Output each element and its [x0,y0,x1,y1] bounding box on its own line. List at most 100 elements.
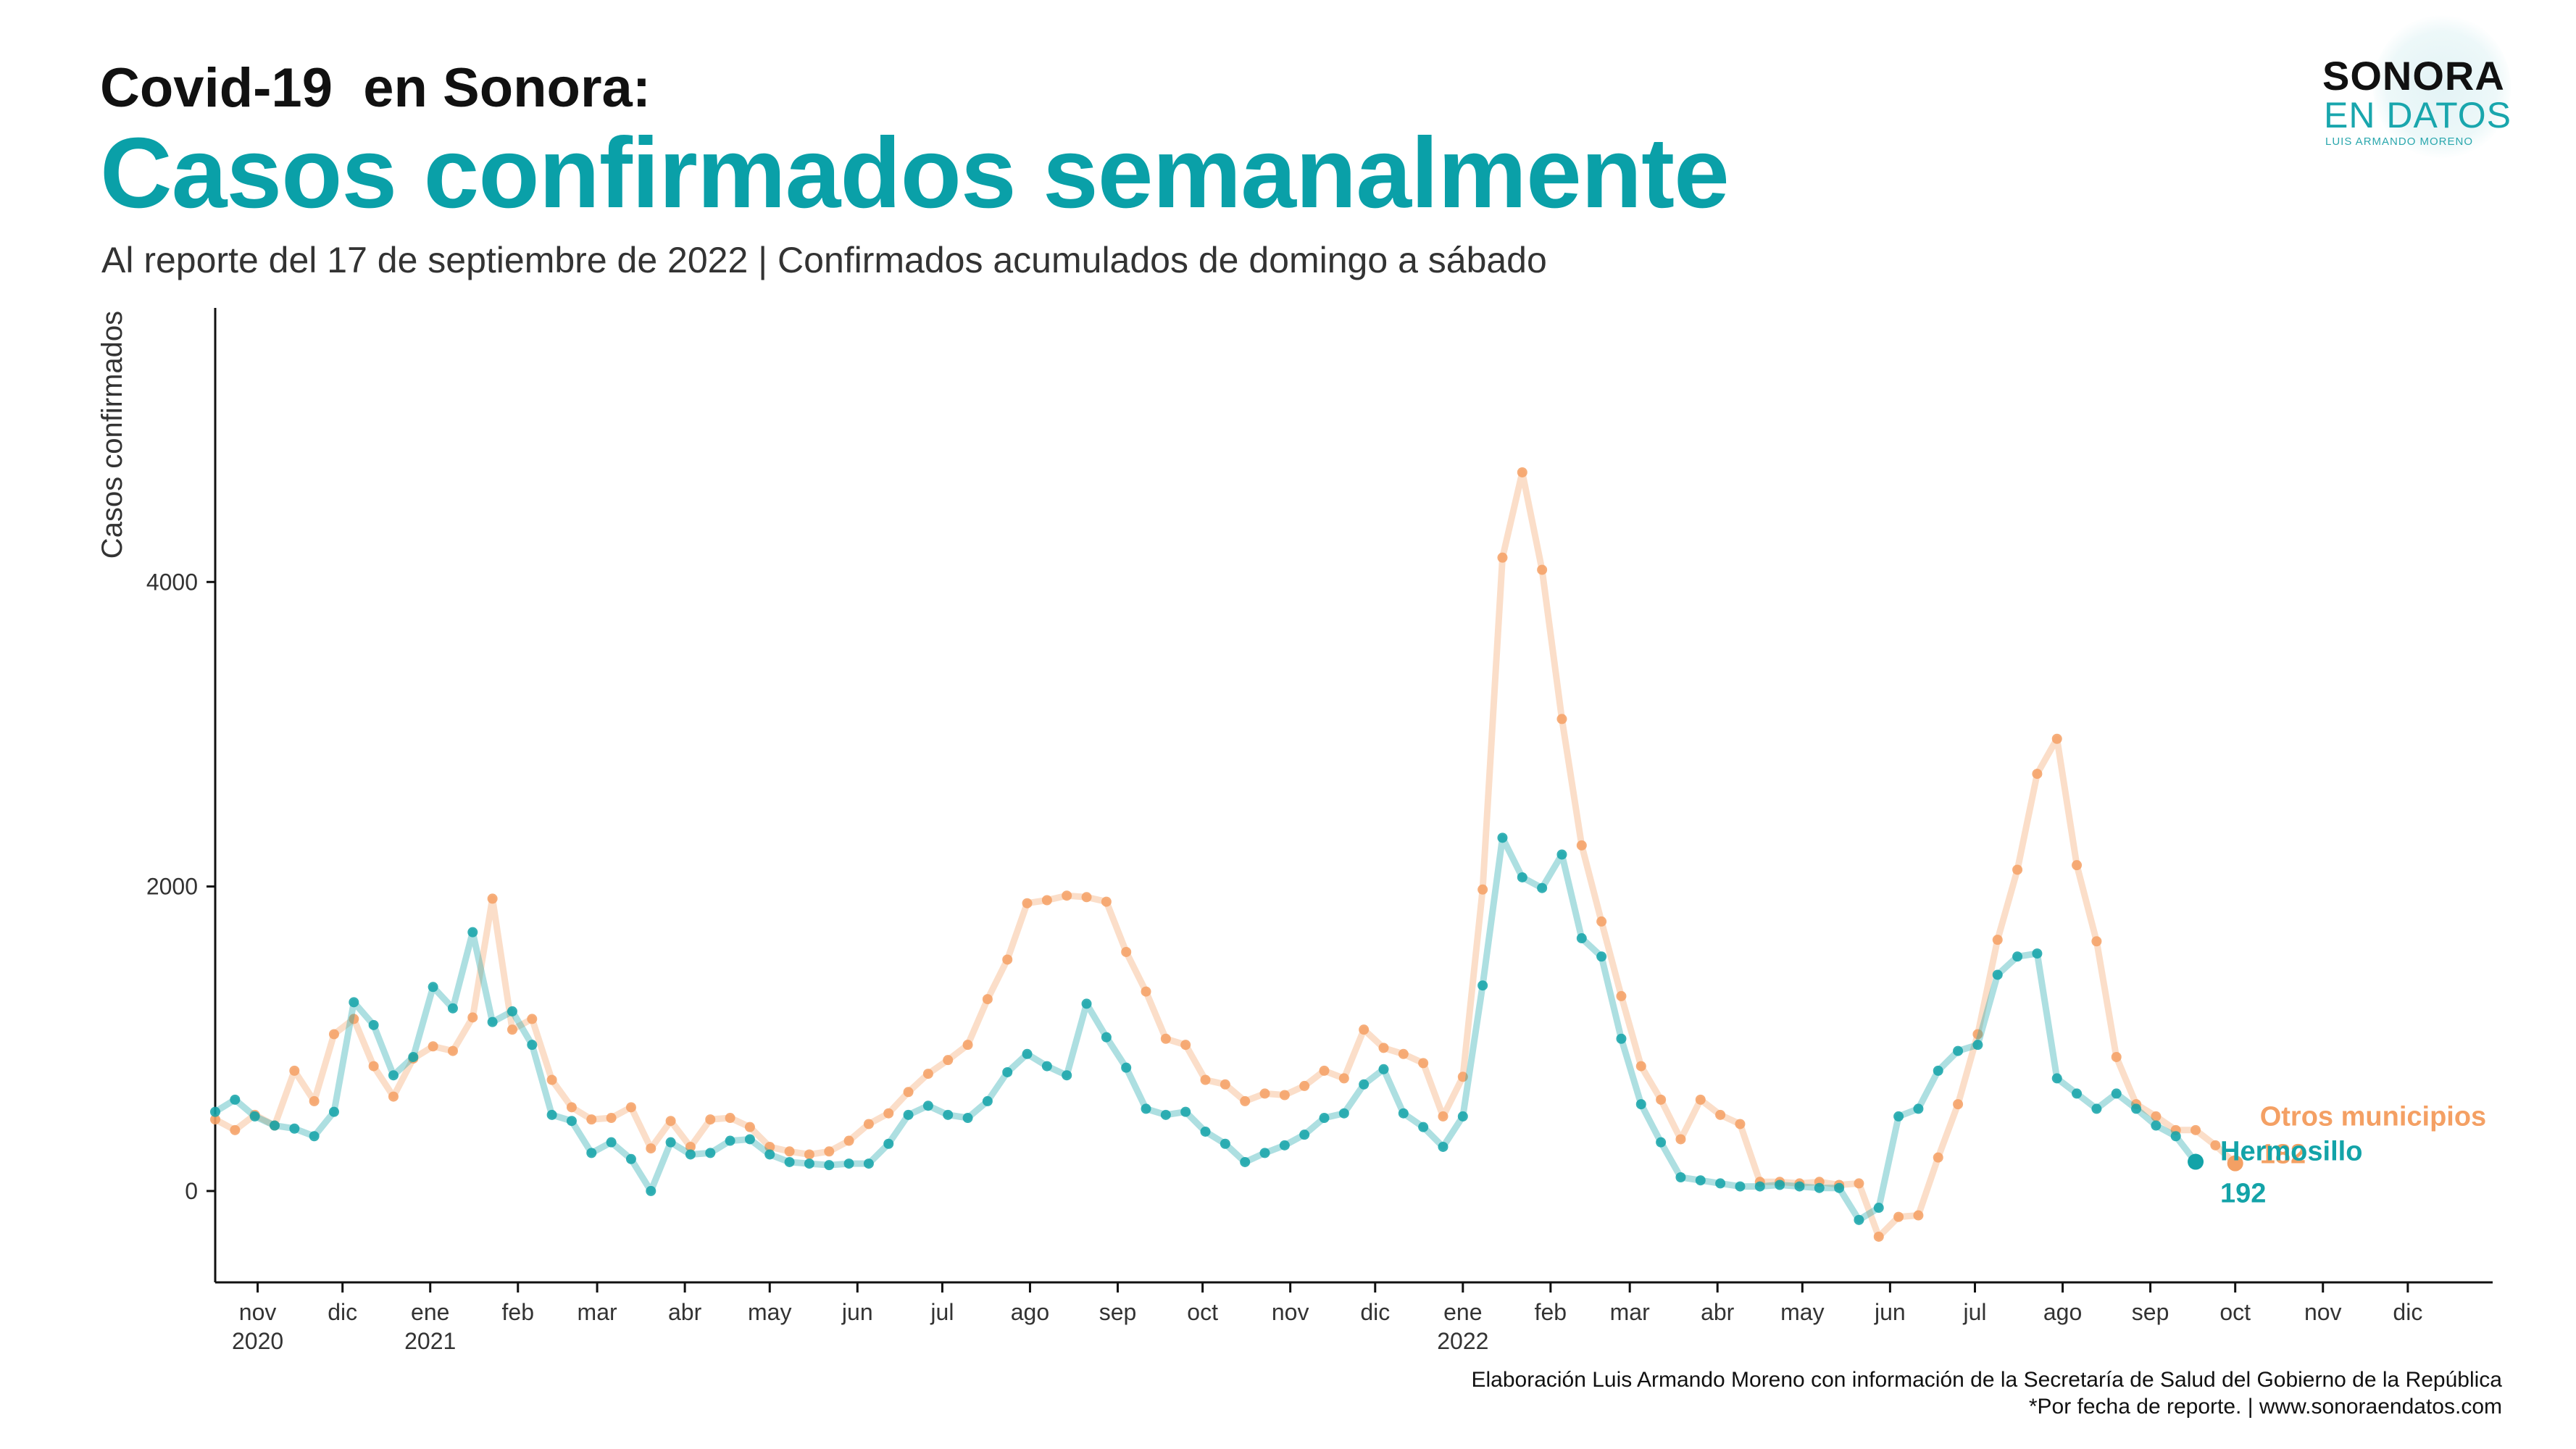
data-point [309,1131,320,1142]
data-point [527,1040,538,1051]
chart-title: Covid-19 en Sonora: [100,57,651,119]
data-point [1517,872,1527,882]
data-point [1656,1137,1667,1148]
data-point [1576,933,1587,944]
data-point [447,1003,458,1014]
y-tick-label: 0 [185,1178,198,1204]
x-tick-year-label: 2021 [404,1328,456,1354]
x-tick-label: ene [411,1299,449,1325]
data-point [1854,1178,1864,1189]
data-point [1338,1073,1349,1084]
data-point [625,1153,636,1164]
x-tick-label: jul [930,1299,954,1325]
data-point [388,1091,399,1102]
chart-main-title: Casos confirmados semanalmente [100,117,1730,229]
data-point [1279,1090,1290,1101]
data-point [487,1016,498,1027]
data-point [1022,898,1033,909]
data-point [1359,1079,1370,1090]
x-tick-label: oct [1187,1299,1218,1325]
data-point [586,1114,597,1125]
data-point [368,1019,379,1030]
data-point [1457,1111,1468,1122]
data-point [289,1065,300,1076]
data-point [546,1109,557,1120]
data-point [903,1087,914,1098]
data-point [1933,1065,1943,1076]
data-point [1695,1175,1706,1186]
data-point [586,1148,597,1158]
data-point [1596,916,1607,927]
data-point [1180,1106,1191,1117]
data-point [922,1101,933,1111]
data-point [1913,1210,1924,1221]
data-point [1893,1111,1904,1122]
data-point [1992,969,2003,980]
data-point [566,1116,577,1127]
data-point [725,1135,735,1146]
data-point [1378,1064,1389,1074]
data-point [943,1109,954,1120]
data-point [1101,1032,1112,1043]
x-tick-label: nov [1272,1299,1309,1325]
data-point [606,1137,617,1148]
data-point [1596,951,1607,962]
data-point [665,1116,676,1127]
data-point [982,1095,993,1106]
data-point [487,893,498,904]
data-point [1200,1074,1211,1085]
data-point [705,1148,716,1158]
x-tick-label: jun [1874,1299,1906,1325]
data-point [2032,769,2043,780]
data-point [1319,1065,1330,1076]
data-point [1240,1095,1251,1106]
data-point [725,1113,735,1124]
data-point [1041,895,1052,906]
data-point [1537,882,1548,893]
data-point [744,1134,755,1145]
data-point [428,982,438,993]
data-point [2210,1140,2221,1151]
data-point [1378,1043,1389,1053]
data-point [507,1006,517,1016]
data-point [527,1014,538,1024]
data-point [249,1111,260,1122]
data-point [388,1070,399,1081]
x-tick-label: abr [668,1299,702,1325]
series-name-label: Otros municipios [2260,1102,2486,1132]
data-point [1141,986,1151,997]
data-point [1220,1079,1230,1090]
data-point [467,1012,478,1023]
data-point [2191,1124,2201,1135]
data-point [428,1041,438,1052]
x-tick-label: oct [2219,1299,2251,1325]
data-point [1635,1061,1646,1072]
data-point [1873,1231,1884,1242]
x-tick-label: dic [328,1299,357,1325]
data-point [1576,840,1587,851]
x-tick-label: abr [1701,1299,1735,1325]
x-tick-label: ago [2043,1299,2082,1325]
data-point [1635,1099,1646,1110]
data-point [2051,733,2062,744]
sonora-en-datos-logo[interactable]: SONORA EN DATOS LUIS ARMANDO MORENO [2315,14,2533,170]
data-point [1497,552,1508,563]
data-point [1715,1178,1726,1189]
footer-note[interactable]: *Por fecha de reporte. | www.sonoraendat… [2028,1395,2502,1419]
data-point [230,1124,241,1135]
data-point [1062,1070,1072,1081]
data-point [903,1109,914,1120]
data-point [309,1095,320,1106]
data-point [962,1113,973,1124]
x-tick-label: jun [841,1299,873,1325]
data-point [784,1146,795,1157]
data-point [922,1069,933,1080]
data-point [2151,1111,2162,1122]
data-point [1220,1138,1230,1149]
data-point [705,1114,716,1125]
data-point [764,1141,775,1152]
data-point [2051,1073,2062,1084]
data-point [1359,1024,1370,1035]
data-point [863,1119,874,1129]
data-point [1873,1203,1884,1214]
